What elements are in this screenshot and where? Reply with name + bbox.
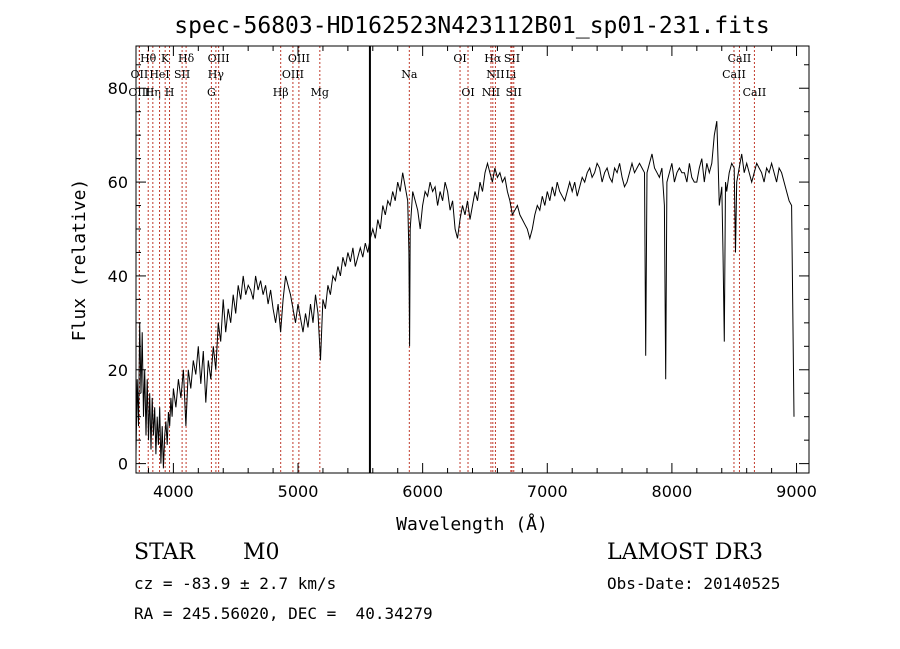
spectral-line-label-0: Hθ: [140, 52, 157, 65]
spectral-line-label-9: OIII: [208, 52, 230, 65]
x-tick-label-5000: 5000: [278, 482, 319, 501]
spectral-line-label-12: OIII: [288, 52, 310, 65]
spectral-line-label-6: H: [165, 86, 175, 99]
spectral-line-label-10: Hγ: [208, 68, 225, 81]
spectral-line-label-19: Hα: [484, 52, 502, 65]
x-axis-ticks: 4000 5000 6000 7000 8000 9000: [147, 46, 817, 501]
x-tick-label-7000: 7000: [527, 482, 568, 501]
y-tick-label-0: 0: [118, 455, 128, 474]
x-tick-label-4000: 4000: [153, 482, 194, 501]
spectral-line-label-20: SII: [504, 52, 520, 65]
spectral-line-label-13: OIII: [282, 68, 304, 81]
spectral-line-label-4: HeI: [149, 68, 169, 81]
spectral-line-label-16: Na: [401, 68, 418, 81]
spectral-line-label-21: NII: [486, 68, 504, 81]
spectral-line-label-26: CaII: [722, 68, 746, 81]
x-tick-label-8000: 8000: [652, 482, 693, 501]
spectral-line-label-23: NII: [482, 86, 500, 99]
x-tick-label-6000: 6000: [402, 482, 443, 501]
y-tick-label-80: 80: [108, 79, 128, 98]
spectral-line-label-25: CaII: [728, 52, 752, 65]
x-axis-label: Wavelength (Å): [396, 513, 548, 535]
spectrum-line: [135, 121, 795, 469]
spectral-line-label-24: SII: [506, 86, 522, 99]
survey-name: LAMOST DR3: [607, 540, 763, 565]
y-axis-ticks: 0 20 40 60 80: [108, 64, 809, 474]
spectral-line-label-11: G: [207, 86, 216, 99]
x-tick-label-9000: 9000: [776, 482, 817, 501]
y-tick-label-20: 20: [108, 361, 128, 380]
object-class: STAR: [134, 540, 195, 565]
spectral-line-label-17: OI: [453, 52, 466, 65]
spectral-line-label-2: OIII: [128, 86, 150, 99]
observation-date: Obs-Date: 20140525: [607, 574, 781, 593]
object-subclass: M0: [243, 540, 280, 565]
spectral-line-label-18: OI: [461, 86, 474, 99]
y-tick-label-60: 60: [108, 173, 128, 192]
y-axis-label: Flux (relative): [69, 179, 90, 342]
y-tick-label-40: 40: [108, 267, 128, 286]
spectral-line-label-15: Mg: [311, 86, 329, 99]
spectral-line-label-27: CaII: [743, 86, 767, 99]
spectral-line-label-3: Hη: [145, 86, 161, 99]
redshift-readout: cz = -83.9 ± 2.7 km/s: [134, 574, 337, 593]
coordinates: RA = 245.56020, DEC = 40.34279: [134, 604, 433, 623]
spectral-line-label-8: Hδ: [178, 52, 195, 65]
chart-title: spec-56803-HD162523N423112B01_sp01-231.f…: [174, 13, 769, 39]
spectral-line-label-7: SII: [174, 68, 190, 81]
plot-frame: [135, 45, 810, 474]
spectral-line-label-14: Hβ: [273, 86, 289, 99]
spectral-line-label-5: K: [161, 52, 170, 65]
spectral-line-label-22: Li: [505, 68, 516, 81]
